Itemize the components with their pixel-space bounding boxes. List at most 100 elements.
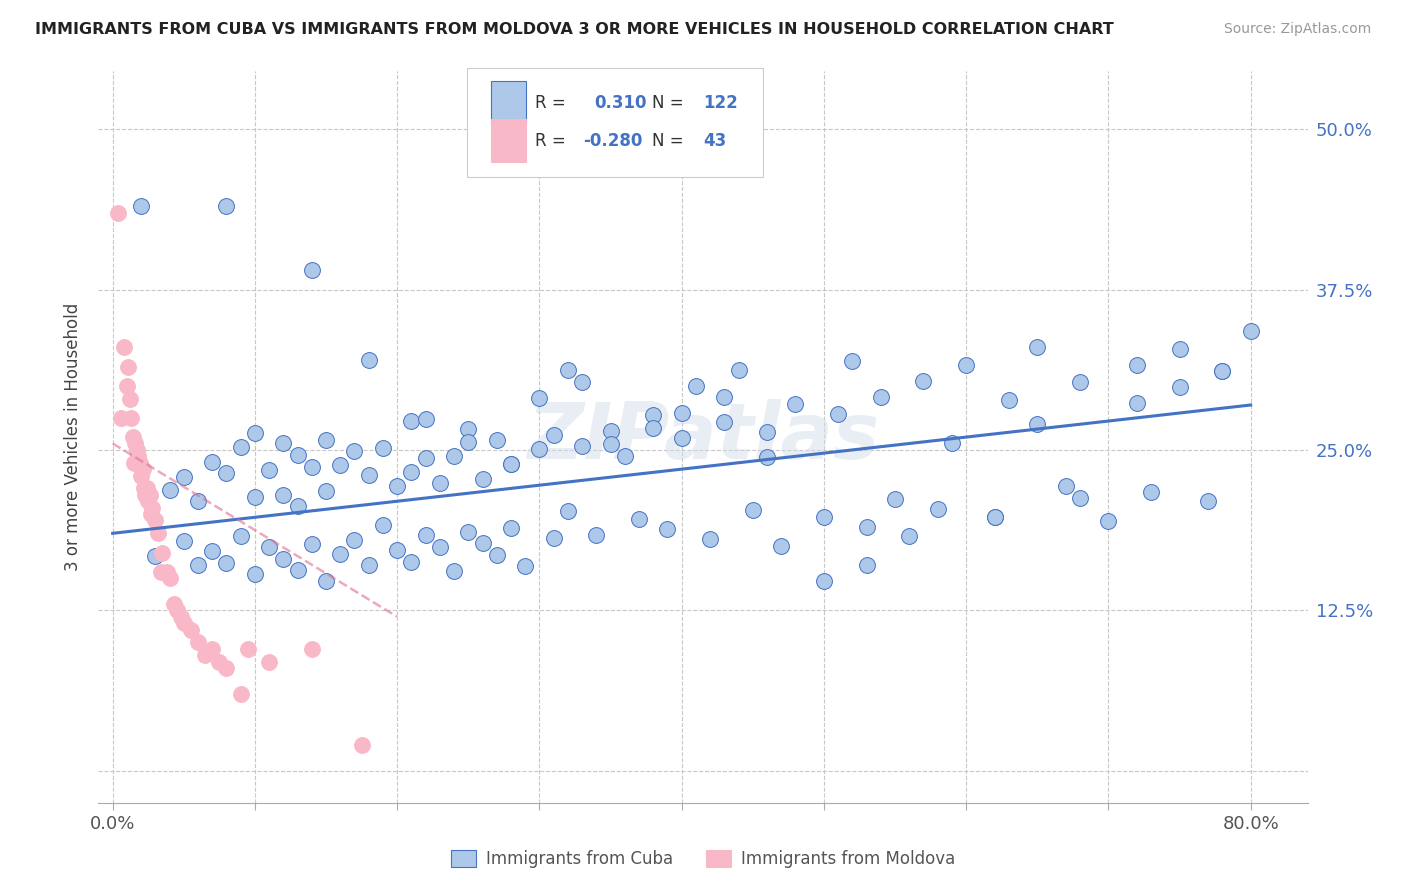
Point	[401, 465, 423, 479]
Point	[215, 661, 238, 675]
Point	[173, 533, 195, 548]
Point	[1211, 364, 1233, 378]
Legend: Immigrants from Cuba, Immigrants from Moldova: Immigrants from Cuba, Immigrants from Mo…	[444, 844, 962, 875]
Point	[343, 443, 366, 458]
Point	[713, 390, 735, 404]
Point	[187, 494, 209, 508]
Point	[855, 520, 877, 534]
Point	[273, 436, 295, 450]
Point	[415, 450, 437, 465]
Point	[329, 547, 352, 561]
Point	[287, 564, 309, 578]
Point	[998, 393, 1021, 408]
Point	[543, 531, 565, 545]
Point	[110, 410, 132, 425]
Point	[1069, 375, 1091, 389]
Point	[208, 655, 231, 669]
Point	[499, 457, 522, 471]
Point	[215, 556, 238, 570]
Point	[215, 199, 238, 213]
Point	[287, 448, 309, 462]
Point	[1126, 358, 1149, 372]
Point	[127, 450, 149, 464]
Point	[141, 500, 163, 515]
Point	[194, 648, 217, 663]
Point	[229, 529, 252, 543]
Point	[112, 340, 135, 354]
Point	[571, 375, 593, 389]
Point	[585, 527, 607, 541]
Point	[257, 655, 280, 669]
Point	[143, 549, 166, 563]
Point	[869, 391, 891, 405]
Point	[136, 494, 159, 508]
Point	[471, 472, 494, 486]
Point	[115, 378, 138, 392]
Point	[131, 462, 153, 476]
Point	[627, 511, 650, 525]
Point	[485, 433, 508, 447]
Point	[139, 507, 162, 521]
Point	[485, 548, 508, 562]
Point	[107, 205, 129, 219]
Point	[301, 459, 323, 474]
Point	[499, 521, 522, 535]
Point	[756, 425, 779, 439]
Point	[457, 434, 479, 449]
Point	[215, 467, 238, 481]
Point	[357, 468, 380, 483]
Point	[371, 442, 394, 456]
Point	[273, 551, 295, 566]
Point	[152, 545, 174, 559]
Text: N =: N =	[652, 132, 683, 150]
FancyBboxPatch shape	[492, 120, 526, 162]
Point	[124, 436, 146, 450]
Point	[143, 514, 166, 528]
Point	[471, 536, 494, 550]
Point	[129, 199, 152, 213]
Point	[132, 482, 155, 496]
Point	[457, 524, 479, 539]
Point	[166, 603, 188, 617]
Text: N =: N =	[652, 94, 683, 112]
Point	[429, 475, 451, 490]
Point	[685, 379, 707, 393]
FancyBboxPatch shape	[492, 81, 526, 124]
Point	[457, 422, 479, 436]
Point	[401, 414, 423, 428]
Point	[1026, 340, 1049, 354]
Point	[129, 468, 152, 483]
Point	[180, 623, 202, 637]
Point	[257, 540, 280, 554]
Point	[229, 440, 252, 454]
Point	[315, 433, 337, 447]
Point	[643, 408, 665, 422]
Point	[357, 558, 380, 572]
Point	[128, 456, 150, 470]
Point	[201, 454, 224, 468]
Point	[243, 566, 266, 581]
Point	[941, 436, 963, 450]
Point	[150, 565, 173, 579]
Point	[599, 424, 621, 438]
Point	[120, 410, 142, 425]
Point	[385, 543, 408, 558]
Text: R =: R =	[534, 132, 565, 150]
FancyBboxPatch shape	[467, 68, 763, 178]
Point	[855, 558, 877, 573]
Point	[827, 407, 849, 421]
Point	[159, 571, 181, 585]
Point	[159, 483, 181, 498]
Point	[884, 491, 907, 506]
Text: 43: 43	[703, 132, 727, 150]
Point	[357, 352, 380, 367]
Point	[371, 518, 394, 533]
Point	[741, 503, 763, 517]
Point	[243, 490, 266, 504]
Point	[499, 457, 522, 471]
Point	[135, 482, 157, 496]
Point	[756, 450, 779, 465]
Point	[727, 363, 749, 377]
Text: Source: ZipAtlas.com: Source: ZipAtlas.com	[1223, 22, 1371, 37]
Point	[173, 616, 195, 631]
